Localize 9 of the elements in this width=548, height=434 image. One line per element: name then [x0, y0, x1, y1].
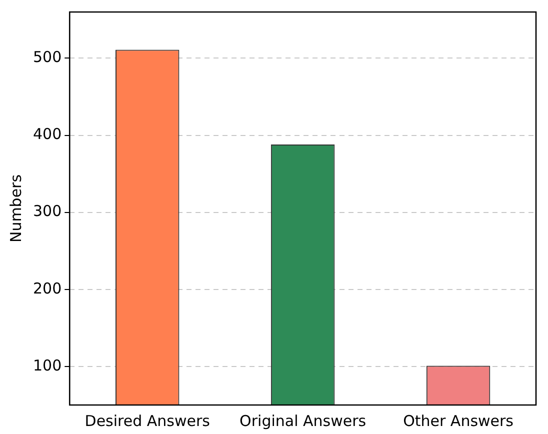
y-axis-title: Numbers [6, 174, 25, 243]
y-tick-label: 500 [32, 48, 62, 66]
y-tick-label: 200 [32, 279, 62, 298]
x-tick-label: Other Answers [403, 412, 514, 430]
x-tick-label: Original Answers [240, 412, 366, 430]
y-tick-label: 100 [32, 356, 62, 374]
x-tick-label: Desired Answers [84, 412, 210, 430]
y-tick-label: 400 [32, 125, 62, 144]
y-tick-label: 300 [32, 202, 62, 220]
